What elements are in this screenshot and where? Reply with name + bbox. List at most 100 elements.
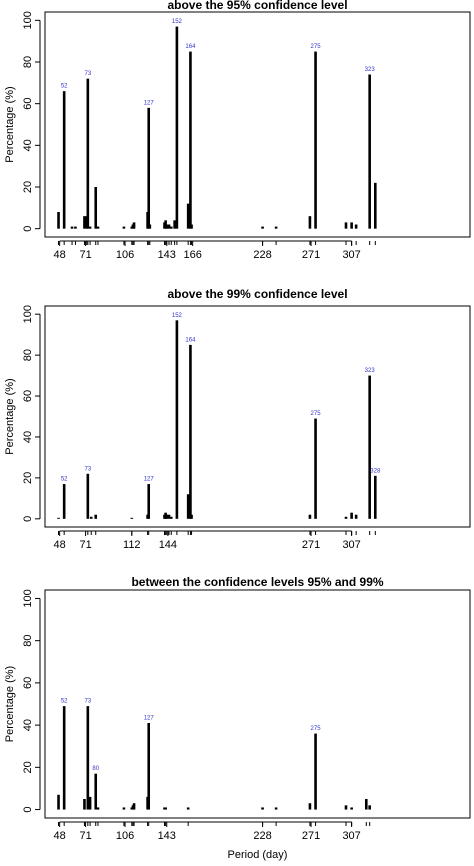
y-tick-label: 40 bbox=[22, 431, 34, 443]
bar bbox=[94, 514, 98, 519]
bar bbox=[96, 807, 100, 810]
bar bbox=[344, 222, 348, 229]
bar bbox=[274, 226, 278, 229]
y-tick-label: 60 bbox=[22, 98, 34, 110]
bar bbox=[368, 375, 371, 519]
x-tick-label: 143 bbox=[158, 249, 176, 261]
bar-annotation: 152 bbox=[172, 313, 183, 319]
bar bbox=[374, 182, 377, 229]
x-tick-label: 271 bbox=[302, 249, 320, 261]
bar-annotation: 323 bbox=[365, 368, 376, 374]
bar-annotation: 164 bbox=[185, 44, 196, 50]
x-tick-label: 307 bbox=[342, 249, 360, 261]
bar-annotation: 52 bbox=[61, 477, 68, 483]
bar bbox=[308, 803, 312, 810]
bar bbox=[57, 517, 60, 519]
bar bbox=[88, 226, 92, 229]
y-tick-label: 0 bbox=[22, 516, 34, 522]
bar bbox=[164, 807, 167, 810]
x-axis-label: Period (day) bbox=[228, 849, 288, 861]
bar bbox=[132, 222, 136, 229]
bar bbox=[70, 226, 74, 229]
bar bbox=[350, 512, 353, 519]
y-tick-label: 20 bbox=[22, 472, 34, 484]
bar bbox=[186, 203, 190, 229]
x-tick-label: 307 bbox=[342, 830, 360, 842]
plot-frame bbox=[44, 11, 471, 238]
bar bbox=[190, 514, 193, 519]
bar bbox=[86, 473, 90, 519]
bar-annotation: 127 bbox=[144, 477, 155, 483]
y-tick-label: 0 bbox=[22, 226, 34, 232]
bar-annotation: 323 bbox=[365, 67, 376, 73]
bar bbox=[350, 807, 353, 810]
bar-annotation: 52 bbox=[61, 84, 68, 90]
x-tick-label: 271 bbox=[302, 539, 320, 551]
bar bbox=[354, 514, 358, 519]
x-tick-label: 71 bbox=[79, 539, 91, 551]
bar bbox=[173, 220, 176, 229]
y-axis-label: Percentage (%) bbox=[4, 666, 16, 742]
bar bbox=[350, 222, 353, 229]
chart-title: above the 99% confidence level bbox=[167, 287, 347, 301]
y-tick-label: 40 bbox=[22, 139, 34, 151]
bar-annotation: 73 bbox=[84, 71, 91, 77]
x-tick-label: 144 bbox=[159, 539, 177, 551]
y-tick-label: 80 bbox=[22, 349, 34, 361]
bar bbox=[94, 187, 98, 229]
plot-frame bbox=[44, 589, 471, 819]
bar-annotation: 80 bbox=[92, 766, 99, 772]
bar bbox=[189, 51, 192, 229]
bar bbox=[261, 226, 264, 229]
bar bbox=[186, 494, 190, 519]
bar bbox=[175, 26, 179, 229]
bar bbox=[88, 796, 92, 810]
x-tick-label: 143 bbox=[158, 830, 176, 842]
x-tick-label: 228 bbox=[253, 830, 271, 842]
bar bbox=[374, 475, 377, 519]
y-axis-label: Percentage (%) bbox=[4, 86, 16, 162]
bar bbox=[344, 516, 348, 519]
bar bbox=[57, 212, 60, 229]
bar-annotation: 52 bbox=[61, 699, 68, 705]
bar bbox=[308, 514, 312, 519]
bar bbox=[368, 74, 371, 229]
bar bbox=[86, 78, 90, 229]
y-tick-label: 60 bbox=[22, 390, 34, 402]
bar bbox=[165, 224, 169, 229]
x-tick-label: 228 bbox=[253, 249, 271, 261]
bar bbox=[169, 226, 173, 229]
bar bbox=[165, 514, 169, 519]
bar bbox=[274, 807, 278, 810]
bar bbox=[96, 226, 100, 229]
bar bbox=[62, 484, 66, 519]
x-tick-label: 48 bbox=[54, 249, 66, 261]
bar bbox=[122, 226, 126, 229]
bar-annotation: 275 bbox=[311, 411, 322, 417]
bar bbox=[130, 517, 134, 519]
chart-title: between the confidence levels 95% and 99… bbox=[131, 575, 383, 589]
bar bbox=[314, 733, 317, 810]
x-tick-label: 112 bbox=[123, 539, 141, 551]
bar bbox=[86, 706, 90, 810]
bar bbox=[190, 224, 193, 229]
bar bbox=[189, 344, 192, 519]
y-tick-label: 20 bbox=[22, 181, 34, 193]
bar bbox=[354, 224, 358, 229]
x-tick-label: 106 bbox=[116, 249, 134, 261]
bar bbox=[308, 216, 312, 229]
bar bbox=[122, 807, 126, 810]
x-tick-label: 307 bbox=[342, 539, 360, 551]
y-tick-label: 100 bbox=[22, 305, 34, 323]
bar bbox=[74, 226, 77, 229]
bar-annotation: 152 bbox=[172, 19, 183, 25]
bar bbox=[364, 799, 368, 810]
bar bbox=[175, 320, 179, 519]
plot-frame bbox=[44, 305, 471, 528]
y-tick-label: 100 bbox=[22, 11, 34, 29]
bar-annotation: 275 bbox=[311, 44, 322, 50]
x-tick-label: 71 bbox=[79, 249, 91, 261]
y-tick-label: 80 bbox=[22, 56, 34, 68]
y-tick-label: 20 bbox=[22, 761, 34, 773]
